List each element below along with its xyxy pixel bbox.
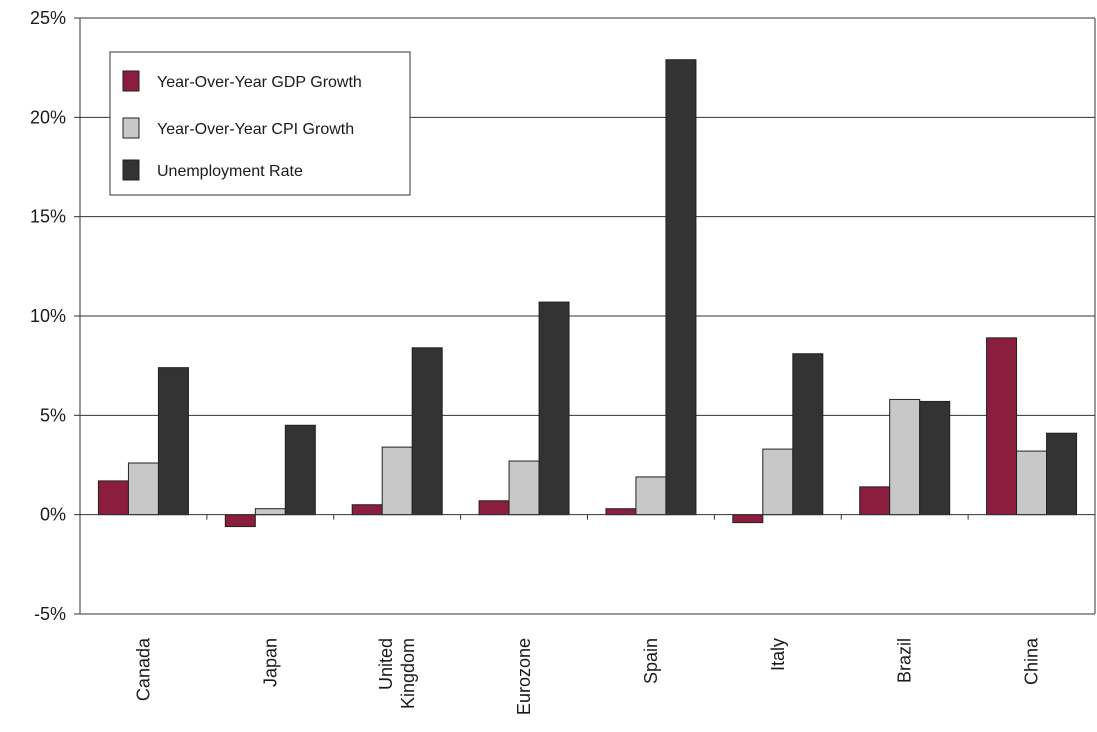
bar-gdp [859,486,891,516]
y-tick-label: 10% [30,306,66,326]
legend-swatch-cpi [122,117,140,139]
bar-gdp [478,500,510,516]
bar-gdp [351,504,383,516]
legend-box [109,51,411,196]
bar-unemployment [538,301,570,516]
bar-gdp [605,508,637,516]
y-tick-label: 20% [30,107,66,127]
bar-cpi [1016,450,1048,516]
legend: Year-Over-Year GDP Growth Year-Over-Year… [109,51,411,196]
bar-unemployment [411,347,443,516]
x-axis-category-labels: Canada Japan United Kingdom Eurozone Spain Ita… [133,637,1041,715]
bar-cpi [762,448,794,516]
bar-unemployment [665,59,697,516]
x-category-label: Italy [768,638,788,671]
bar-unemployment [919,400,951,516]
x-category-label: Spain [641,638,661,684]
bar-unemployment [792,353,824,516]
bar-gdp [986,337,1018,516]
x-category-label: Canada [133,637,153,701]
bar-unemployment [1046,432,1078,516]
bar-cpi [508,460,540,516]
axes [74,17,1096,615]
bar-cpi [254,508,286,516]
legend-label-cpi: Year-Over-Year CPI Growth [157,121,354,138]
bar-cpi [635,476,667,516]
x-category-label: Japan [260,638,280,687]
x-category-label: Eurozone [514,638,534,715]
y-tick-label: 25% [30,8,66,28]
bar-cpi [381,446,413,516]
bar-unemployment [284,424,316,516]
bar-unemployment [157,367,189,516]
y-tick-label: 15% [30,207,66,227]
bar-cpi [127,462,159,516]
x-category-label: United Kingdom [376,638,418,709]
legend-label-gdp: Year-Over-Year GDP Growth [157,74,362,91]
x-category-label: Brazil [895,638,915,683]
legend-swatch-gdp [122,70,140,92]
y-tick-label: 5% [40,405,66,425]
y-tick-label: -5% [34,604,66,624]
bar-gdp [732,514,764,524]
y-axis-tick-labels: -5% 0% 5% 10% 15% 20% 25% [30,8,66,624]
legend-label-unemployment: Unemployment Rate [157,163,303,180]
bars [97,59,1078,528]
y-tick-label: 0% [40,505,66,525]
bar-gdp [97,480,129,516]
legend-swatch-unemployment [122,159,140,181]
bar-gdp [224,514,256,528]
bar-cpi [889,398,921,516]
x-category-label: China [1022,637,1042,685]
